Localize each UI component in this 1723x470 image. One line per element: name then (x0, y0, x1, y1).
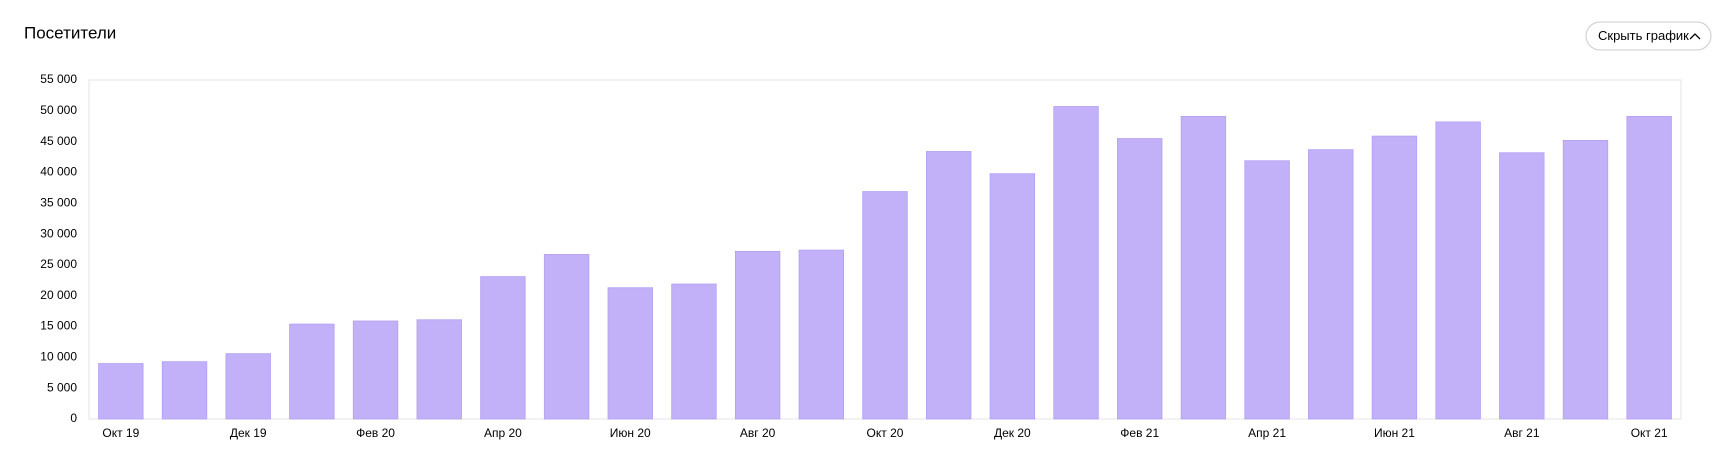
bar (225, 353, 271, 420)
bar (862, 191, 908, 420)
y-tick-label: 55 000 (40, 72, 77, 86)
y-tick-label: 5 000 (47, 380, 77, 394)
x-tick-label: Апр 21 (1248, 426, 1286, 440)
bar (1308, 149, 1354, 420)
x-tick-label: Апр 20 (484, 426, 522, 440)
bar (289, 323, 335, 420)
hide-chart-button[interactable]: Скрыть график (1585, 21, 1712, 51)
y-tick-label: 40 000 (40, 165, 77, 179)
bar (1562, 140, 1609, 420)
y-tick-label: 45 000 (40, 134, 77, 148)
y-tick-label: 15 000 (40, 319, 77, 333)
bar (1499, 152, 1545, 420)
bar (352, 320, 399, 420)
button-frame[interactable] (1585, 21, 1712, 51)
y-tick-label: 20 000 (40, 288, 77, 302)
bar (1371, 135, 1418, 420)
bar (1244, 160, 1290, 420)
button-label[interactable]: Скрыть график (1598, 28, 1689, 43)
y-tick-label: 30 000 (40, 226, 77, 240)
bar (1053, 106, 1099, 420)
bar (798, 249, 845, 420)
x-tick-label: Окт 19 (102, 426, 139, 440)
x-tick-label: Июн 21 (1374, 426, 1415, 440)
bar (161, 361, 208, 420)
x-tick-label: Фев 21 (1120, 426, 1159, 440)
x-tick-label: Дек 19 (230, 426, 267, 440)
chart-title: Посетители (24, 23, 116, 42)
bar (98, 363, 144, 420)
x-tick-label: Авг 20 (740, 426, 776, 440)
chevron-up[interactable] (1689, 33, 1701, 40)
y-tick-label: 0 (70, 411, 77, 425)
x-tick-label: Июн 20 (610, 426, 651, 440)
bar (1435, 121, 1481, 420)
bar (989, 173, 1036, 420)
bar (480, 276, 526, 420)
x-tick-label: Дек 20 (994, 426, 1031, 440)
x-tick-label: Фев 20 (356, 426, 395, 440)
bar (671, 283, 717, 420)
y-tick-label: 35 000 (40, 195, 77, 209)
y-tick-label: 10 000 (40, 350, 77, 364)
bar (543, 254, 590, 420)
bar (416, 319, 462, 420)
x-tick-label: Окт 21 (1631, 426, 1668, 440)
bar (607, 287, 653, 420)
x-tick-label: Окт 20 (867, 426, 904, 440)
y-tick-label: 25 000 (40, 257, 77, 271)
bar (1626, 115, 1672, 420)
bar (925, 151, 972, 420)
bar (734, 250, 781, 420)
bar (1117, 138, 1163, 420)
x-tick-label: Авг 21 (1504, 426, 1540, 440)
bar (1180, 115, 1227, 420)
y-tick-label: 50 000 (40, 103, 77, 117)
